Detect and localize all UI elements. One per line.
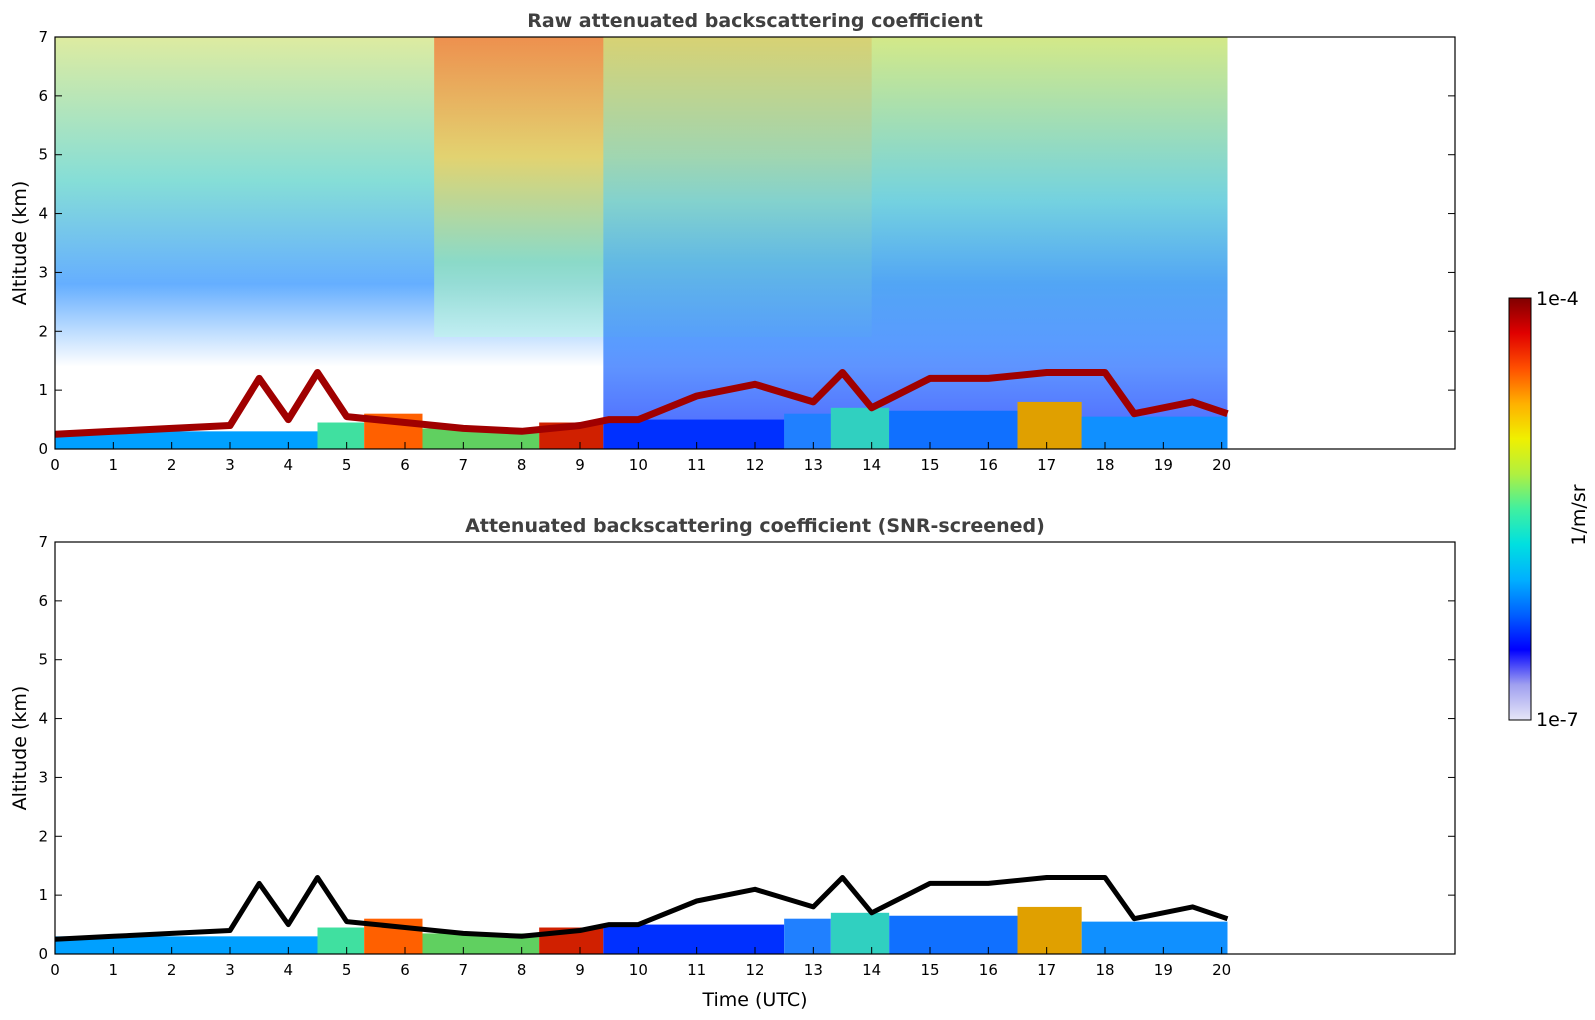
- x-tick-label: 4: [284, 456, 294, 474]
- x-tick-label: 8: [517, 456, 527, 474]
- x-tick-label: 14: [862, 961, 881, 979]
- y-axis-label: Altitude (km): [9, 181, 31, 306]
- colorbar-min-label: 1e-7: [1536, 709, 1579, 731]
- y-tick-label: 6: [38, 87, 48, 105]
- x-tick-label: 13: [804, 456, 823, 474]
- y-tick-label: 5: [38, 651, 48, 669]
- x-tick-label: 3: [225, 961, 235, 979]
- x-tick-label: 19: [1154, 456, 1173, 474]
- x-tick-label: 20: [1212, 456, 1231, 474]
- colorbar-unit-label: 1/m/sr: [1568, 484, 1590, 545]
- backscatter-image: [55, 37, 1229, 449]
- boundary-layer-band: [1081, 416, 1228, 449]
- x-tick-label: 13: [804, 961, 823, 979]
- x-tick-label: 12: [745, 961, 764, 979]
- x-tick-label: 1: [109, 456, 119, 474]
- x-tick-label: 16: [979, 456, 998, 474]
- x-tick-label: 17: [1037, 456, 1056, 474]
- y-tick-label: 3: [38, 768, 48, 786]
- x-tick-label: 1: [109, 961, 119, 979]
- cloud-base-line: [55, 369, 1229, 438]
- boundary-layer-band: [830, 407, 890, 449]
- x-tick-label: 11: [687, 961, 706, 979]
- x-tick-label: 7: [459, 961, 469, 979]
- x-tick-label: 2: [167, 961, 177, 979]
- y-tick-label: 1: [38, 381, 48, 399]
- x-tick-label: 9: [575, 961, 585, 979]
- backscatter-image: [55, 875, 1229, 954]
- y-tick-label: 2: [38, 322, 48, 340]
- y-tick-label: 1: [38, 886, 48, 904]
- x-tick-label: 6: [400, 456, 410, 474]
- boundary-layer-band: [422, 933, 540, 954]
- plot-background: [55, 542, 1455, 954]
- x-tick-label: 19: [1154, 961, 1173, 979]
- snr-screened-panel: Attenuated backscattering coefficient (S…: [9, 515, 1456, 1011]
- x-tick-label: 11: [687, 456, 706, 474]
- y-tick-label: 0: [38, 440, 48, 458]
- afternoon-noise-region: [603, 37, 1228, 449]
- x-tick-label: 18: [1095, 456, 1114, 474]
- y-axis-label: Altitude (km): [9, 686, 31, 811]
- panel-title: Attenuated backscattering coefficient (S…: [465, 515, 1045, 537]
- y-tick-label: 5: [38, 146, 48, 164]
- x-tick-label: 2: [167, 456, 177, 474]
- boundary-layer-band: [1081, 921, 1228, 954]
- boundary-layer-band: [1017, 906, 1082, 954]
- raw-backscatter-panel: Raw attenuated backscattering coefficien…: [9, 10, 1456, 474]
- y-tick-label: 6: [38, 592, 48, 610]
- boundary-layer-band: [603, 924, 785, 954]
- boundary-layer-band: [889, 410, 1018, 449]
- x-tick-label: 0: [50, 456, 60, 474]
- x-tick-label: 0: [50, 961, 60, 979]
- x-axis-label: Time (UTC): [701, 989, 807, 1011]
- x-tick-label: 14: [862, 456, 881, 474]
- y-tick-label: 3: [38, 263, 48, 281]
- y-tick-label: 4: [38, 205, 48, 223]
- x-tick-label: 8: [517, 961, 527, 979]
- x-tick-label: 6: [400, 961, 410, 979]
- boundary-layer: [55, 401, 1228, 449]
- boundary-layer-band: [317, 422, 365, 449]
- x-tick-label: 10: [629, 456, 648, 474]
- x-tick-label: 15: [920, 456, 939, 474]
- colorbar: 1e-4 1e-7 1/m/sr: [1508, 288, 1590, 731]
- boundary-layer-band: [784, 918, 831, 954]
- x-tick-label: 12: [745, 456, 764, 474]
- boundary-layer-band: [603, 419, 785, 449]
- y-tick-label: 7: [38, 28, 48, 46]
- y-tick-label: 0: [38, 945, 48, 963]
- x-tick-label: 15: [920, 961, 939, 979]
- x-tick-label: 3: [225, 456, 235, 474]
- y-tick-label: 4: [38, 710, 48, 728]
- colorbar-max-label: 1e-4: [1536, 288, 1579, 310]
- x-tick-label: 9: [575, 456, 585, 474]
- y-tick-label: 2: [38, 827, 48, 845]
- x-tick-label: 16: [979, 961, 998, 979]
- panel-title: Raw attenuated backscattering coefficien…: [527, 10, 983, 32]
- x-tick-label: 5: [342, 456, 352, 474]
- x-tick-label: 5: [342, 961, 352, 979]
- boundary-layer-band: [1017, 401, 1082, 449]
- x-tick-label: 7: [459, 456, 469, 474]
- boundary-layer-band: [55, 431, 318, 449]
- x-tick-label: 10: [629, 961, 648, 979]
- x-tick-label: 20: [1212, 961, 1231, 979]
- boundary-layer-band: [55, 936, 318, 954]
- boundary-layer-band: [889, 915, 1018, 954]
- x-tick-label: 4: [284, 961, 294, 979]
- x-tick-label: 18: [1095, 961, 1114, 979]
- y-tick-label: 7: [38, 533, 48, 551]
- colorbar-scale: [1508, 297, 1532, 721]
- x-tick-label: 17: [1037, 961, 1056, 979]
- boundary-layer-band: [317, 927, 365, 954]
- boundary-layer-band: [784, 413, 831, 449]
- cloud-base-line: [55, 875, 1229, 942]
- boundary-layer-band: [830, 912, 890, 954]
